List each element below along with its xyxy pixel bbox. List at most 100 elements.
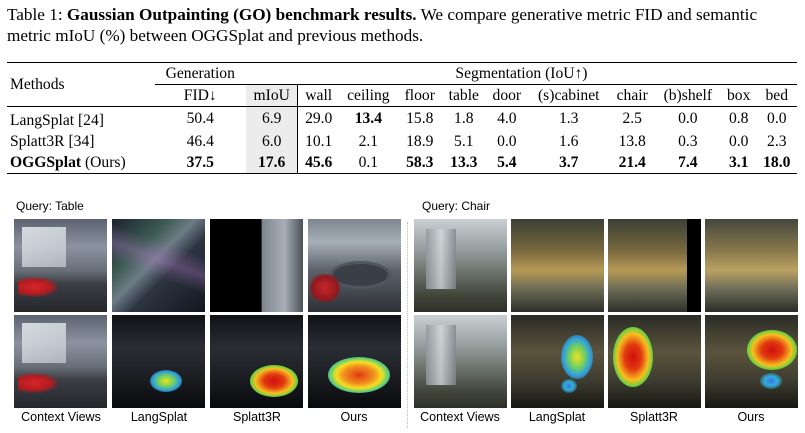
- table-cell: 21.4: [609, 152, 655, 174]
- table-cell: 2.1: [358, 132, 379, 150]
- image-ours-top-right: [705, 219, 798, 312]
- table-cell: 0.8: [728, 110, 749, 127]
- segmentation-header: Segmentation (IoU↑): [245, 62, 797, 85]
- table-cell: 0.0: [728, 132, 749, 150]
- column-label: Splatt3R: [630, 410, 678, 424]
- table-cell: 4.0: [497, 110, 517, 127]
- table-cell: 18.0: [756, 152, 797, 174]
- image-splatt3r-top-right: [608, 219, 701, 312]
- method-name: OGGSplat (Ours): [7, 152, 155, 174]
- table-cell: 5.4: [485, 152, 528, 174]
- table-cell: 18.9: [406, 132, 434, 150]
- table-cell: 5.1: [454, 132, 474, 150]
- col-header: bed: [756, 84, 797, 107]
- table-row: OGGSplat (Ours) 37.5 17.6 45.6 0.1 58.3 …: [7, 152, 797, 174]
- col-header: FID↓: [154, 84, 246, 107]
- image-context-view-bottom-right: [414, 315, 507, 408]
- heatmap-blob: [747, 330, 797, 370]
- table-cell: 50.4: [186, 110, 214, 127]
- col-header: door: [485, 84, 528, 107]
- column-label: Context Views: [420, 410, 500, 424]
- table-cell: 45.6: [297, 152, 339, 174]
- methods-header: Methods: [7, 62, 155, 107]
- col-header: floor: [397, 84, 442, 107]
- caption-text: We compare generative metric FID and sem…: [7, 5, 758, 45]
- table-cell: 2.3: [767, 132, 787, 150]
- col-header: mIoU: [245, 84, 299, 107]
- image-splatt3r-top-left: [210, 219, 303, 312]
- table-cell: 3.7: [527, 152, 610, 174]
- table-cell: 2.5: [622, 110, 642, 127]
- table-cell: 13.3: [441, 152, 486, 174]
- column-label: Ours: [340, 410, 368, 424]
- heatmap-blob: [561, 379, 577, 393]
- table-cell: 29.0: [305, 110, 333, 127]
- header-row-2: FID↓ mIoU wall ceiling floor table door …: [7, 84, 797, 107]
- table-cell: 0.0: [678, 110, 698, 127]
- table-caption: Table 1: Gaussian Outpainting (GO) bench…: [7, 4, 799, 46]
- caption-prefix: Table 1:: [7, 5, 67, 24]
- col-header: (s)cabinet: [527, 84, 610, 107]
- image-ours-bottom-left: [308, 315, 401, 408]
- generation-header: Generation: [154, 62, 246, 85]
- col-header: chair: [609, 84, 655, 107]
- results-table: Methods Generation Segmentation (IoU↑) F…: [7, 62, 797, 174]
- image-langsplat-top-left: [112, 219, 205, 312]
- figure-divider: [407, 222, 408, 428]
- table-cell: 0.1: [338, 152, 398, 174]
- table-cell: 13.8: [618, 132, 646, 150]
- image-splatt3r-bottom-right: [608, 315, 701, 408]
- col-header: ceiling: [338, 84, 398, 107]
- method-name: LangSplat [24]: [10, 111, 104, 129]
- table-cell: 6.0: [245, 131, 299, 152]
- column-label: LangSplat: [528, 410, 586, 424]
- image-ours-bottom-right: [705, 315, 798, 408]
- heatmap-blob: [150, 370, 182, 392]
- table-cell: 7.4: [654, 152, 721, 174]
- table-cell: 46.4: [186, 132, 214, 150]
- caption-title: Gaussian Outpainting (GO) benchmark resu…: [66, 5, 417, 24]
- image-splatt3r-bottom-left: [210, 315, 303, 408]
- method-name: Splatt3R [34]: [10, 132, 95, 150]
- table-cell: 58.3: [397, 152, 442, 174]
- col-header: box: [720, 84, 757, 107]
- heatmap-blob: [760, 373, 782, 389]
- header-row-1: Methods Generation Segmentation (IoU↑): [7, 62, 797, 107]
- table-row: LangSplat [24] 50.4 6.9 29.0 13.4 15.8 1…: [7, 106, 797, 131]
- heatmap-blob: [328, 357, 390, 393]
- table-cell: 6.9: [245, 106, 299, 131]
- heatmap-blob: [250, 365, 298, 397]
- table-row: Splatt3R [34] 46.4 6.0 10.1 2.1 18.9 5.1…: [7, 131, 797, 152]
- image-langsplat-bottom-right: [511, 315, 604, 408]
- column-label: Splatt3R: [233, 410, 281, 424]
- column-label: Context Views: [21, 410, 101, 424]
- table-cell: 3.1: [720, 152, 757, 174]
- table-cell: 15.8: [406, 110, 434, 127]
- table-cell: 0.0: [767, 110, 787, 127]
- table-cell: 0.0: [497, 132, 517, 150]
- table-cell: 1.6: [558, 132, 579, 150]
- col-header: wall: [297, 84, 339, 107]
- table-cell: 37.5: [154, 152, 246, 174]
- table-cell: 17.6: [245, 152, 299, 174]
- table-cell: 1.3: [558, 110, 579, 127]
- method-name-bold: OGGSplat: [10, 153, 82, 171]
- image-context-view-top-left: [14, 219, 107, 312]
- table-cell: 10.1: [305, 132, 333, 150]
- query-label-table: Query: Table: [16, 199, 84, 213]
- image-langsplat-bottom-left: [112, 315, 205, 408]
- image-context-view-top-right: [414, 219, 507, 312]
- table-cell: 1.8: [454, 110, 474, 127]
- query-label-chair: Query: Chair: [422, 199, 491, 213]
- method-name-suffix: (Ours): [81, 153, 126, 171]
- image-ours-top-left: [308, 219, 401, 312]
- column-label: LangSplat: [130, 410, 188, 424]
- image-langsplat-top-right: [511, 219, 604, 312]
- col-header: table: [441, 84, 486, 107]
- column-label: Ours: [737, 410, 765, 424]
- image-context-view-bottom-left: [14, 315, 107, 408]
- table-cell: 0.3: [678, 132, 698, 150]
- heatmap-blob: [613, 327, 653, 387]
- col-header: (b)shelf: [654, 84, 721, 107]
- table-cell: 13.4: [354, 110, 382, 127]
